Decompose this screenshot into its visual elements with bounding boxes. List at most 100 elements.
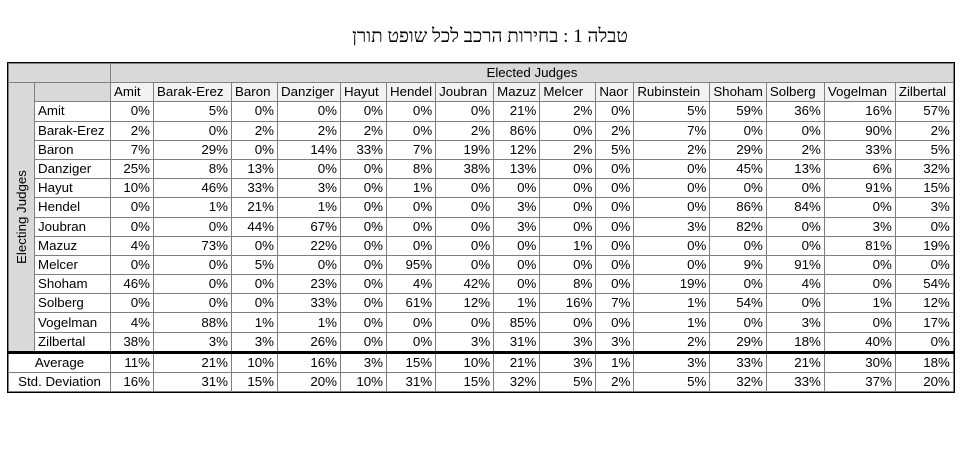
table-cell: 21%	[493, 101, 541, 122]
table-cell: 67%	[277, 216, 341, 237]
summary-cell: 31%	[153, 371, 232, 392]
table-cell: 0%	[539, 120, 597, 141]
table-row: Melcer 0% 0% 5% 0% 0% 95% 0% 0% 0% 0% 0% 9% 91% 0% 0%	[9, 254, 954, 276]
table-cell: 44%	[231, 216, 278, 237]
table-cell: 0%	[385, 101, 437, 122]
table-cell: 54%	[894, 274, 954, 295]
table-cell: 40%	[823, 331, 896, 353]
table-cell: 0%	[595, 158, 635, 180]
row-header: Joubran	[34, 216, 111, 237]
table-cell: 0%	[633, 254, 711, 276]
electing-judges-label: Electing Judges	[13, 169, 29, 264]
table-row: Danziger 25% 8% 13% 0% 0% 8% 38% 13% 0% 0% 0% 45% 13%…	[9, 158, 954, 180]
table-cell: 0%	[153, 293, 232, 314]
table-body: Elected Judges Electing Judges Amit Barak-E…	[8, 62, 954, 392]
table-cell: 16%	[539, 293, 597, 314]
table-cell: 1%	[823, 293, 896, 314]
table-cell: 0%	[340, 101, 387, 122]
table-row: Barak-Erez 2% 0% 2% 2% 2% 0% 2% 86% 0% 2% 7% 0% 0% 90%…	[9, 120, 954, 141]
table-cell: 0%	[595, 254, 635, 276]
table-cell: 0%	[153, 274, 232, 295]
table-cell: 3%	[153, 331, 232, 353]
table-cell: 0%	[823, 274, 896, 295]
column-header: Naor	[595, 82, 635, 103]
table-cell: 73%	[153, 235, 232, 256]
table-cell: 0%	[435, 312, 495, 333]
summary-cell: 10%	[231, 350, 278, 373]
table-cell: 0%	[493, 254, 541, 276]
summary-cell: 21%	[765, 350, 825, 373]
table-cell: 0%	[709, 274, 767, 295]
column-header: Solberg	[765, 82, 825, 103]
summary-cell: 10%	[340, 371, 387, 392]
table-cell: 86%	[709, 197, 767, 218]
table-row: Joubran 0% 0% 44% 67% 0% 0% 0% 3% 0% 0% 3% 82% 0% 3% 0%	[9, 216, 954, 237]
table-cell: 33%	[277, 293, 341, 314]
table-cell: 0%	[823, 254, 896, 276]
table-cell: 0%	[709, 312, 767, 333]
table-cell: 0%	[231, 235, 278, 256]
table-cell: 0%	[435, 235, 495, 256]
table-cell: 3%	[539, 331, 597, 353]
table-cell: 22%	[277, 235, 341, 256]
table-cell: 4%	[110, 312, 154, 333]
table-cell: 0%	[595, 197, 635, 218]
table-cell: 0%	[277, 158, 341, 180]
table-cell: 7%	[595, 293, 635, 314]
table-cell: 85%	[493, 312, 541, 333]
table-cell: 2%	[633, 139, 711, 160]
table-cell: 0%	[385, 216, 437, 237]
table-cell: 0%	[539, 312, 597, 333]
table-cell: 81%	[823, 235, 896, 256]
summary-cell: 37%	[823, 371, 896, 392]
table-row: Zilbertal 38% 3% 3% 26% 0% 0% 3% 31% 3% 3% 2% 29% 18%…	[9, 331, 954, 353]
table-cell: 3%	[595, 331, 635, 353]
table-cell: 7%	[633, 120, 711, 141]
table-cell: 7%	[385, 139, 437, 160]
table-cell: 0%	[633, 197, 711, 218]
table-cell: 0%	[153, 120, 232, 141]
summary-cell: 21%	[493, 350, 541, 373]
super-header-row: Elected Judges	[8, 62, 954, 84]
column-header-row: Electing Judges Amit Barak-Erez Baron Danzig…	[8, 82, 954, 353]
table-cell: 29%	[709, 139, 767, 160]
table-cell: 59%	[709, 101, 767, 122]
table-cell: 0%	[539, 216, 597, 237]
summary-cell: 2%	[595, 371, 635, 392]
table-cell: 8%	[539, 274, 597, 295]
table-cell: 2%	[539, 139, 597, 160]
table-cell: 3%	[277, 178, 341, 199]
table-cell: 0%	[110, 293, 154, 314]
table-cell: 0%	[110, 101, 154, 122]
table-cell: 4%	[110, 235, 154, 256]
table-cell: 84%	[765, 197, 825, 218]
column-header: Vogelman	[823, 82, 896, 103]
summary-cell: 5%	[633, 371, 711, 392]
column-header: Barak-Erez	[153, 82, 232, 103]
summary-cell: 11%	[110, 350, 154, 373]
table-cell: 13%	[493, 158, 541, 180]
table-cell: 33%	[340, 139, 387, 160]
column-header: Mazuz	[493, 82, 541, 103]
table-cell: 90%	[823, 120, 896, 141]
column-header: Melcer	[539, 82, 597, 103]
summary-cell: 32%	[493, 371, 541, 392]
summary-cell: 31%	[385, 371, 437, 392]
table-cell: 36%	[765, 101, 825, 122]
table-cell: 1%	[633, 293, 711, 314]
table-cell: 3%	[894, 197, 954, 218]
table-cell: 17%	[894, 312, 954, 333]
table-cell: 0%	[595, 235, 635, 256]
table-cell: 0%	[765, 120, 825, 141]
table-cell: 46%	[110, 274, 154, 295]
summary-cell: 3%	[340, 350, 387, 373]
table-cell: 86%	[493, 120, 541, 141]
table-cell: 0%	[340, 178, 387, 199]
table-cell: 1%	[493, 293, 541, 314]
table-cell: 25%	[110, 158, 154, 180]
table-row: Shoham 46% 0% 0% 23% 0% 4% 42% 0% 8% 0% 19% 0% 4% 0% 54…	[9, 274, 954, 295]
summary-label: Average	[8, 350, 111, 373]
table-cell: 0%	[231, 101, 278, 122]
summary-cell: 30%	[823, 350, 896, 373]
table-cell: 91%	[823, 178, 896, 199]
